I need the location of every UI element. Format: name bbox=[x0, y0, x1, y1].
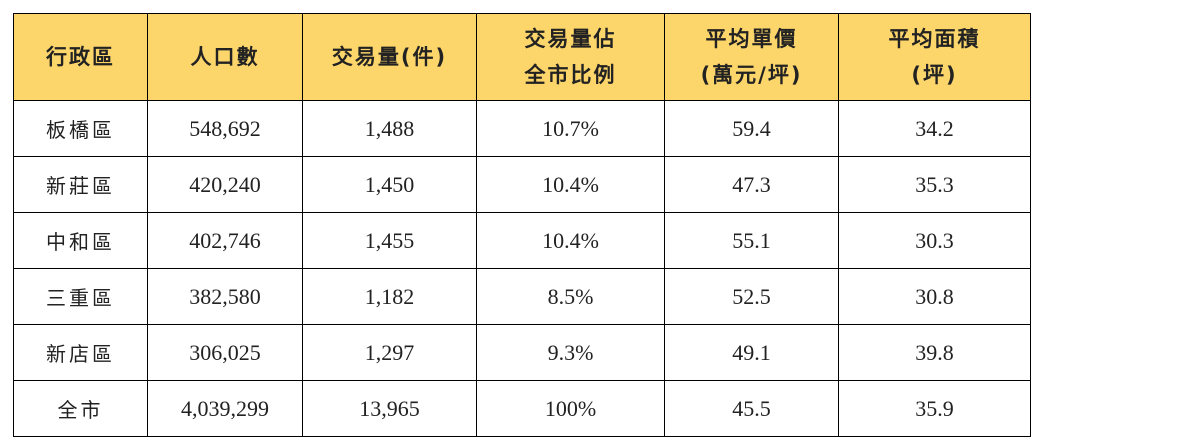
value-cell: 10.4% bbox=[476, 156, 665, 213]
header-text: 全市比例 bbox=[524, 63, 617, 87]
header-cell: 交易量佔 全市比例 bbox=[476, 13, 665, 101]
value-cell: 4,039,299 bbox=[147, 380, 303, 437]
value-cell: 55.1 bbox=[664, 212, 839, 269]
header-text: 平均單價 bbox=[705, 27, 798, 51]
header-text: (坪) bbox=[911, 63, 958, 87]
table-row: 新店區 306,025 1,297 9.3% 49.1 39.8 bbox=[13, 324, 1031, 381]
value-cell: 8.5% bbox=[476, 268, 665, 325]
header-text: 交易量(件) bbox=[331, 45, 448, 69]
district-cell: 新莊區 bbox=[13, 156, 148, 213]
header-text: (萬元/坪) bbox=[700, 63, 803, 87]
value-cell: 548,692 bbox=[147, 100, 303, 157]
value-cell: 47.3 bbox=[664, 156, 839, 213]
value-cell: 420,240 bbox=[147, 156, 303, 213]
value-cell: 1,182 bbox=[302, 268, 477, 325]
table-row: 三重區 382,580 1,182 8.5% 52.5 30.8 bbox=[13, 268, 1031, 325]
value-cell: 402,746 bbox=[147, 212, 303, 269]
table-row: 中和區 402,746 1,455 10.4% 55.1 30.3 bbox=[13, 212, 1031, 269]
table-row: 全市 4,039,299 13,965 100% 45.5 35.9 bbox=[13, 380, 1031, 437]
value-cell: 13,965 bbox=[302, 380, 477, 437]
value-cell: 34.2 bbox=[838, 100, 1031, 157]
value-cell: 1,297 bbox=[302, 324, 477, 381]
value-cell: 35.9 bbox=[838, 380, 1031, 437]
district-cell: 全市 bbox=[13, 380, 148, 437]
value-cell: 30.3 bbox=[838, 212, 1031, 269]
header-cell: 行政區 bbox=[13, 13, 148, 101]
header-text: 平均面積 bbox=[888, 27, 981, 51]
value-cell: 59.4 bbox=[664, 100, 839, 157]
district-cell: 三重區 bbox=[13, 268, 148, 325]
header-text: 行政區 bbox=[46, 45, 115, 69]
value-cell: 45.5 bbox=[664, 380, 839, 437]
header-cell: 平均面積 (坪) bbox=[838, 13, 1031, 101]
table-body: 板橋區 548,692 1,488 10.7% 59.4 34.2 新莊區 420,240 1,… bbox=[13, 100, 1031, 437]
header-cell: 人口數 bbox=[147, 13, 303, 101]
value-cell: 1,450 bbox=[302, 156, 477, 213]
table-row: 板橋區 548,692 1,488 10.7% 59.4 34.2 bbox=[13, 100, 1031, 157]
value-cell: 1,488 bbox=[302, 100, 477, 157]
district-cell: 新店區 bbox=[13, 324, 148, 381]
value-cell: 52.5 bbox=[664, 268, 839, 325]
value-cell: 10.7% bbox=[476, 100, 665, 157]
value-cell: 100% bbox=[476, 380, 665, 437]
header-row: 行政區 人口數 交易量(件) 交易量佔全市比例 平均單價 (萬元/坪) 平均面積 (坪) bbox=[13, 13, 1031, 101]
value-cell: 39.8 bbox=[838, 324, 1031, 381]
header-cell: 交易量(件) bbox=[302, 13, 477, 101]
district-cell: 板橋區 bbox=[13, 100, 148, 157]
header-text: 人口數 bbox=[190, 45, 260, 69]
header-cell: 平均單價 (萬元/坪) bbox=[664, 13, 839, 101]
value-cell: 306,025 bbox=[147, 324, 303, 381]
value-cell: 382,580 bbox=[147, 268, 303, 325]
value-cell: 10.4% bbox=[476, 212, 665, 269]
district-cell: 中和區 bbox=[13, 212, 148, 269]
data-table: 行政區 人口數 交易量(件) 交易量佔全市比例 平均單價 (萬元/坪) 平均面積 (坪) 板橋… bbox=[13, 13, 1031, 437]
table-row: 新莊區 420,240 1,450 10.4% 47.3 35.3 bbox=[13, 156, 1031, 213]
value-cell: 49.1 bbox=[664, 324, 839, 381]
value-cell: 1,455 bbox=[302, 212, 477, 269]
value-cell: 9.3% bbox=[476, 324, 665, 381]
value-cell: 30.8 bbox=[838, 268, 1031, 325]
header-text: 交易量佔 bbox=[524, 27, 617, 51]
value-cell: 35.3 bbox=[838, 156, 1031, 213]
